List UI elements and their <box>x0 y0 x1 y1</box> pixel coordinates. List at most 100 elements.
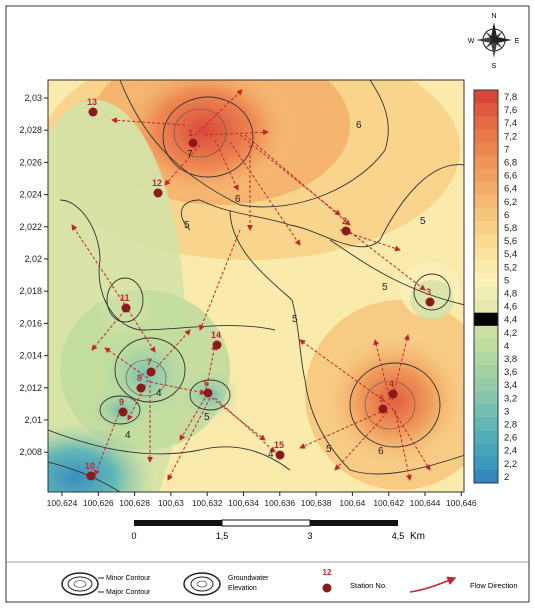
scale-value-label: 3 <box>504 406 509 417</box>
y-tick-label: 2,024 <box>19 190 42 200</box>
station-14[interactable]: 14 <box>211 330 222 350</box>
y-tick-label: 2,008 <box>19 447 42 457</box>
station-label: 7 <box>147 357 152 367</box>
scale-swatch <box>474 469 498 484</box>
station-label: 15 <box>274 440 284 450</box>
station-4[interactable]: 4 <box>388 379 398 399</box>
scale-value-label: 2 <box>504 472 509 483</box>
scale-swatch <box>474 129 498 143</box>
scale-swatch <box>474 325 498 340</box>
scale-value-label: 7,2 <box>504 131 517 142</box>
x-tick-label: 100,626 <box>83 498 114 508</box>
x-tick-label: 100,632 <box>192 498 223 508</box>
station-label: 8 <box>137 373 142 383</box>
station-3[interactable]: 3 <box>425 287 435 307</box>
station-label: 5 <box>379 394 384 404</box>
compass-e: E <box>515 38 520 45</box>
scale-swatch <box>474 365 498 379</box>
station-label: 2 <box>342 216 347 226</box>
scale-swatch <box>474 260 498 274</box>
x-tick-label: 100,64 <box>339 498 365 508</box>
contour-label: 6 <box>378 446 384 457</box>
station-8[interactable]: 8 <box>136 373 146 393</box>
scale-value-label: 6,8 <box>504 158 517 169</box>
scale-swatch <box>474 194 498 209</box>
scale-value-label: 5,6 <box>504 236 517 247</box>
scale-swatch <box>474 116 498 130</box>
station-2[interactable]: 2 <box>341 216 351 236</box>
contour-label: 5 <box>420 216 426 227</box>
station-label: 10 <box>85 461 95 471</box>
scale-value-label: 2,8 <box>504 420 517 431</box>
scale-swatch <box>474 155 498 170</box>
station-7[interactable]: 7 <box>146 357 156 377</box>
map-legend: Minor Contour Major Contour Groundwater … <box>6 561 529 596</box>
legend-flow-label: Flow Direction <box>470 581 518 590</box>
scale-value-label: 7,8 <box>504 92 517 103</box>
scale-swatch <box>474 299 498 314</box>
station-10[interactable]: 10 <box>85 461 96 481</box>
x-tick-label: 100,634 <box>228 498 259 508</box>
scale-swatch <box>474 234 498 248</box>
scale-value-label: 7 <box>504 144 509 155</box>
y-tick-label: 2,012 <box>19 383 42 393</box>
scale-label-1: 1,5 <box>216 531 229 541</box>
scale-swatch <box>474 142 498 156</box>
scale-label-3: 4,5 <box>392 531 405 541</box>
contour-label: 4 <box>156 388 162 399</box>
scale-swatch <box>474 207 498 222</box>
x-tick-label: 100,63 <box>158 498 184 508</box>
y-tick-label: 2,014 <box>19 351 42 361</box>
x-tick-label: 100,642 <box>373 498 404 508</box>
scale-label-0: 0 <box>131 531 136 541</box>
station-label: 12 <box>152 178 162 188</box>
legend-groundwater-line2: Elevation <box>228 585 257 592</box>
scale-value-label: 5,2 <box>504 262 517 273</box>
station-12[interactable]: 12 <box>152 178 163 198</box>
station-label: 4 <box>389 379 394 389</box>
legend-groundwater-line1: Groundwater <box>228 575 269 582</box>
scale-value-label: 3,8 <box>504 354 517 365</box>
station-label: 9 <box>119 397 124 407</box>
contour-label: 6 <box>235 194 241 205</box>
legend-flow-item: Flow Direction <box>409 576 518 593</box>
scale-value-label: 5,4 <box>504 249 517 260</box>
contour-label: 5 <box>184 220 190 231</box>
legend-groundwater-item: Groundwater Elevation <box>183 572 269 596</box>
compass-n: N <box>491 13 496 20</box>
scale-swatch <box>474 456 498 471</box>
scale-swatch <box>474 168 498 183</box>
north-arrow: N S E W <box>468 13 520 70</box>
scale-value-label: 5 <box>504 275 509 286</box>
scale-value-label: 3,2 <box>504 393 517 404</box>
station-label: 14 <box>211 330 221 340</box>
y-tick-label: 2,03 <box>24 93 42 103</box>
scale-swatch <box>474 404 498 418</box>
scale-value-label: 4,8 <box>504 289 517 300</box>
station-5[interactable]: 5 <box>378 394 388 414</box>
y-tick-label: 2,028 <box>19 125 42 135</box>
scale-value-label: 6,2 <box>504 197 517 208</box>
scale-swatch <box>474 417 498 432</box>
scale-value-label: 6,6 <box>504 171 517 182</box>
scale-value-label: 7,4 <box>504 118 517 129</box>
contour-label: 6 <box>356 120 362 131</box>
y-tick-label: 2,026 <box>19 157 42 167</box>
station-1[interactable]: 1 <box>188 128 198 148</box>
scale-swatch <box>474 273 498 287</box>
legend-station-label: Station No. <box>350 581 387 590</box>
x-tick-label: 100,646 <box>446 498 477 508</box>
station-15[interactable]: 15 <box>274 440 285 460</box>
contour-label: 7 <box>187 149 193 160</box>
x-tick-label: 100,624 <box>47 498 78 508</box>
station-11[interactable]: 11 <box>120 293 131 313</box>
scale-value-label: 3,6 <box>504 367 517 378</box>
station-marker-icon <box>322 583 332 593</box>
station-13[interactable]: 13 <box>87 97 98 117</box>
station-6[interactable]: 6 <box>203 378 213 398</box>
scale-bar: 0 1,5 3 4,5 Km <box>131 519 425 542</box>
station-9[interactable]: 9 <box>118 397 128 417</box>
map-field: 6 7 6 5 5 5 5 5 4 4 5 4 6 1 2 3 4 5 6 7 … <box>48 80 464 492</box>
